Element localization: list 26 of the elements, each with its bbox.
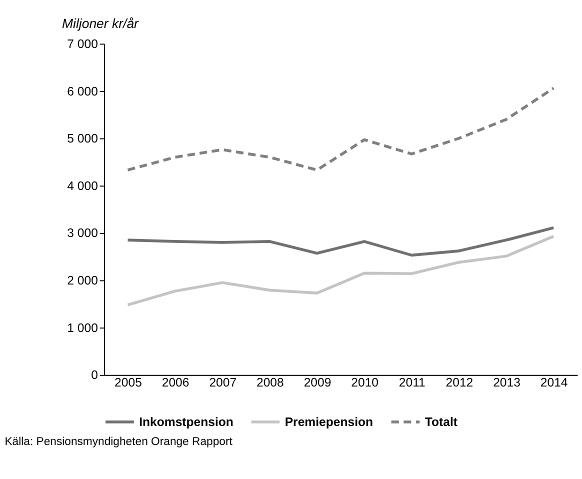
x-tick-label: 2008 — [256, 376, 284, 390]
x-tick-label: 2013 — [493, 376, 521, 390]
y-tick-label: 3 000 — [67, 226, 98, 240]
y-axis-title: Miljoner kr/år — [62, 16, 140, 32]
legend-label: Inkomstpension — [139, 414, 234, 429]
y-tick-label: 6 000 — [67, 84, 98, 98]
y-tick-label: 5 000 — [67, 132, 98, 146]
x-tick-label: 2006 — [162, 376, 190, 390]
y-tick-label: 1 000 — [67, 320, 98, 335]
legend-label: Totalt — [424, 414, 458, 429]
x-tick-label: 2009 — [304, 376, 332, 390]
y-tick-label: 4 000 — [67, 178, 98, 193]
x-tick-label: 2011 — [398, 376, 426, 390]
x-tick-label: 2012 — [446, 376, 474, 390]
legend-label: Premiepension — [284, 414, 374, 429]
line-series — [126, 234, 556, 306]
x-tick-label: 2014 — [540, 376, 568, 390]
line-series — [126, 226, 556, 257]
x-tick-label: 2007 — [209, 376, 237, 390]
line-series — [126, 86, 556, 172]
y-tick-label: 2 000 — [67, 274, 98, 288]
y-tick-label: 0 — [91, 368, 98, 382]
x-tick-label: 2005 — [114, 376, 142, 390]
text: Källa: Pensionsmyndigheten Orange Rapport — [4, 436, 234, 448]
y-tick-label: 7 000 — [67, 36, 98, 51]
x-tick-label: 2010 — [351, 376, 379, 390]
